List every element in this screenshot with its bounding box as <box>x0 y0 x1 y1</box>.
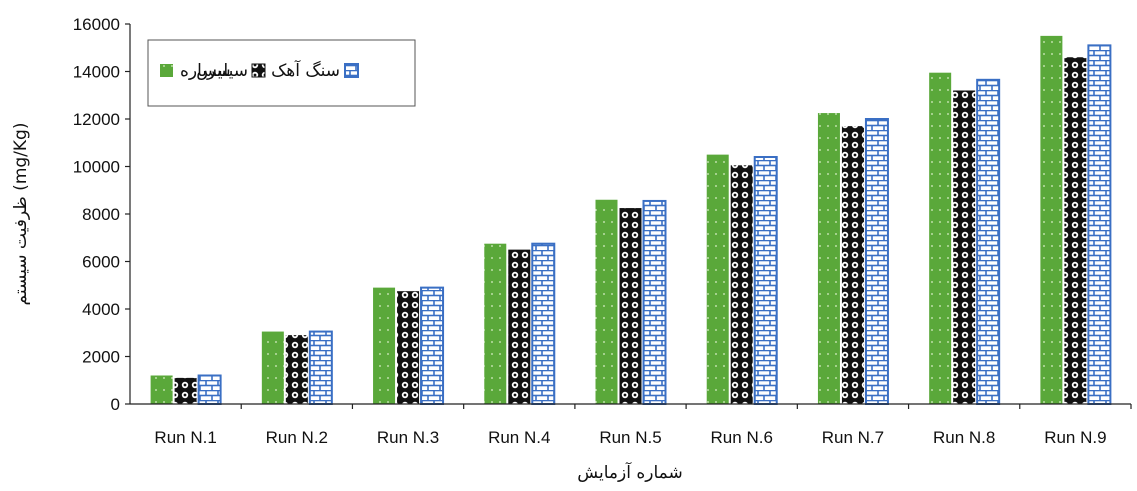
legend-label-bricks: سنگ آهک <box>271 59 340 81</box>
bar-dots-5 <box>595 199 618 404</box>
bar-bricks-6 <box>753 156 778 405</box>
legend-label-circles: سیلیس <box>196 61 248 81</box>
x-tick-label: Run N.6 <box>711 428 773 447</box>
bar-circles-1 <box>174 377 197 404</box>
bar-dots-1 <box>150 375 173 404</box>
bar-circles-3 <box>397 291 420 404</box>
legend-box <box>147 39 416 107</box>
x-tick-label: Run N.5 <box>599 428 661 447</box>
bar-bricks-8 <box>976 78 1001 405</box>
y-tick-label: 10000 <box>73 158 120 177</box>
y-tick-label: 6000 <box>82 253 120 272</box>
x-tick-label: Run N.9 <box>1044 428 1106 447</box>
y-tick-label: 16000 <box>73 15 120 34</box>
bar-circles-6 <box>730 165 753 404</box>
bar-bricks-9 <box>1087 44 1112 405</box>
bar-dots-9 <box>1040 35 1063 404</box>
y-tick-label: 4000 <box>82 300 120 319</box>
y-tick-label: 8000 <box>82 205 120 224</box>
bar-dots-3 <box>373 287 396 404</box>
bars-group <box>150 35 1112 405</box>
bar-circles-8 <box>953 90 976 404</box>
x-tick-label: Run N.7 <box>822 428 884 447</box>
y-tick-label: 0 <box>111 395 120 414</box>
bar-dots-7 <box>817 113 840 404</box>
legend-swatch-dots <box>160 64 173 77</box>
x-tick-label: Run N.8 <box>933 428 995 447</box>
bar-circles-5 <box>619 208 642 404</box>
bar-dots-2 <box>261 331 284 404</box>
x-axis-title: شماره آزمایش <box>577 461 682 483</box>
bar-circles-9 <box>1064 57 1087 404</box>
x-tick-label: Run N.2 <box>266 428 328 447</box>
legend-label-dots: سرباره <box>180 61 231 81</box>
legend-swatch-bricks <box>344 63 359 78</box>
y-tick-label: 12000 <box>73 110 120 129</box>
bar-bricks-7 <box>864 118 889 405</box>
bar-bricks-4 <box>531 242 556 405</box>
legend-swatch-circles <box>251 63 266 78</box>
bar-bricks-2 <box>308 330 333 405</box>
y-tick-label: 2000 <box>82 348 120 367</box>
y-tick-label: 14000 <box>73 63 120 82</box>
bar-circles-2 <box>285 335 308 404</box>
bar-circles-4 <box>508 249 531 404</box>
bar-dots-6 <box>706 154 729 404</box>
bar-dots-8 <box>929 72 952 404</box>
bar-bricks-5 <box>642 199 667 405</box>
x-tick-label: Run N.3 <box>377 428 439 447</box>
x-tick-label: Run N.4 <box>488 428 550 447</box>
bar-circles-7 <box>841 126 864 404</box>
x-tick-label: Run N.1 <box>154 428 216 447</box>
y-axis-title: ظرفیت سیستم (mg/Kg) <box>11 123 31 306</box>
bar-bricks-1 <box>197 374 222 405</box>
x-axis-ticks: Run N.1 Run N.2 Run N.3 Run N.4 Run N.5 Run N… <box>154 404 1132 447</box>
bar-bricks-3 <box>420 286 445 405</box>
y-axis-ticks: 0 2000 4000 6000 8000 10000 12000 14000 16000 <box>73 15 130 414</box>
bar-dots-4 <box>484 243 507 404</box>
